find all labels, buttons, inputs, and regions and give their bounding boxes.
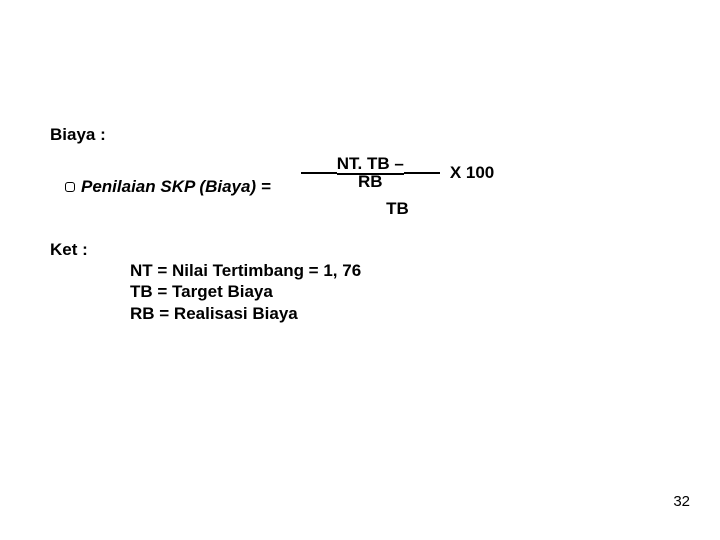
line-left-icon [301, 172, 337, 174]
ket-label: Ket : [50, 240, 88, 260]
formula-row: Penilaian SKP (Biaya) = NT. TB – RB X 10… [65, 155, 494, 219]
definitions-block: NT = Nilai Tertimbang = 1, 76 TB = Targe… [130, 260, 361, 324]
line-right-icon [404, 172, 440, 174]
formula-lhs: Penilaian SKP (Biaya) = [81, 177, 271, 197]
definition-item: NT = Nilai Tertimbang = 1, 76 [130, 260, 361, 281]
page-number: 32 [673, 493, 690, 510]
fraction-bar-icon [337, 173, 404, 175]
definition-item: TB = Target Biaya [130, 281, 361, 302]
formula-multiplier: X 100 [450, 163, 494, 183]
formula-denominator: TB [386, 199, 409, 219]
formula-fraction: NT. TB – RB X 100 TB [301, 155, 495, 219]
definition-item: RB = Realisasi Biaya [130, 303, 361, 324]
numerator-line1: NT. TB – [337, 155, 404, 173]
bullet-icon [65, 182, 75, 192]
numerator-line2: RB [358, 173, 383, 191]
section-heading: Biaya : [50, 125, 106, 145]
formula-numerator-row: NT. TB – RB X 100 [301, 155, 495, 191]
